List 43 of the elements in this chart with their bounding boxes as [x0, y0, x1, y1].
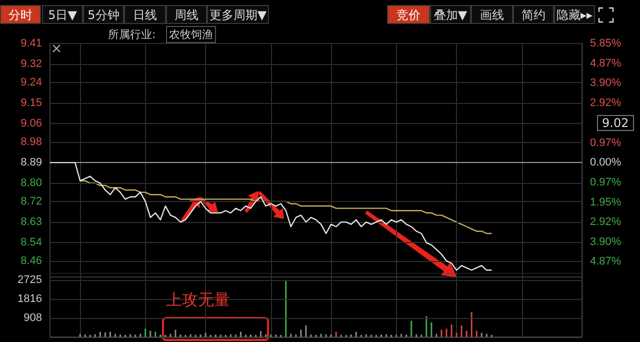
y-tick-label: 8.98	[20, 136, 42, 148]
y2-tick-label: 2.92%	[590, 216, 622, 228]
text: 更多周期▼	[207, 5, 269, 24]
y2-tick-label: 4.87%	[590, 256, 622, 268]
y-tick-label: 9.32	[20, 58, 42, 70]
y2-tick-label: 4.87%	[590, 57, 622, 70]
text: 日线	[124, 5, 166, 24]
text: 竞价	[387, 5, 430, 24]
y2-tick-label: 0.00%	[590, 156, 622, 169]
y2-tick-label: 2.92%	[590, 97, 622, 110]
y2-tick-label: 0.97%	[590, 176, 622, 188]
y-tick-label: 8.54	[20, 236, 42, 249]
y-tick-label: 9.24	[20, 76, 42, 88]
y-tick-label: 8.63	[20, 216, 42, 228]
y-tick-label: 9.06	[20, 118, 42, 130]
text: 分时	[0, 5, 41, 24]
y-tick-label: 8.80	[20, 177, 42, 190]
text: 所属行业:	[108, 27, 156, 42]
line-series	[80, 180, 492, 234]
text: 简约	[513, 5, 554, 24]
y2-tick-label: 1.95%	[590, 196, 622, 208]
y2-tick-label: 3.90%	[590, 236, 622, 248]
y-tick-label: 2725	[18, 274, 42, 286]
y-tick-label: 8.72	[20, 195, 42, 208]
text: 周线	[166, 5, 207, 24]
y-tick-label: 9.41	[20, 38, 42, 50]
y2-tick-label: 5.85%	[590, 38, 622, 50]
annotation: 上攻无量	[166, 290, 230, 311]
text: 5分钟	[83, 5, 124, 24]
text: 画线	[471, 5, 513, 24]
y-tick-label: 9.15	[20, 97, 42, 110]
text: 9.02	[597, 115, 634, 131]
line-series	[49, 162, 492, 271]
y-tick-label: 8.89	[20, 156, 42, 169]
y2-tick-label: 0.97%	[590, 136, 622, 149]
y-tick-label: 1816	[18, 293, 42, 306]
text: 5日▼	[42, 5, 83, 24]
text: 农牧饲渔	[166, 26, 216, 43]
y-tick-label: 8.46	[20, 254, 42, 267]
y2-tick-label: 3.90%	[590, 77, 622, 90]
text: 叠加▼	[430, 5, 471, 24]
y-tick-label: 908	[24, 312, 42, 324]
text: 隐藏▸▸	[554, 5, 595, 24]
